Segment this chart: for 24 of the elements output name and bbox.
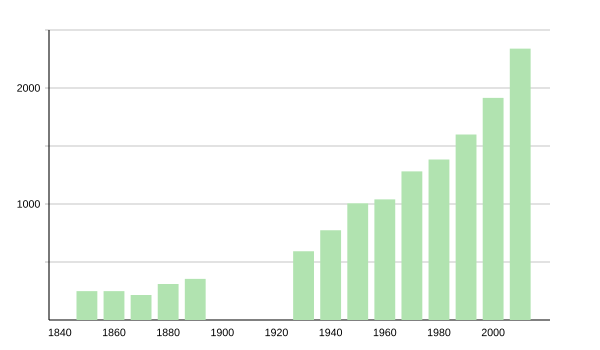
bar	[456, 134, 476, 320]
bar	[401, 171, 422, 320]
bar	[184, 278, 206, 320]
bar	[158, 284, 179, 320]
bar	[130, 295, 152, 320]
y-tick-label: 1000	[17, 200, 40, 208]
bar	[320, 230, 342, 320]
x-tick-label: 1920	[265, 328, 288, 336]
x-tick-label: 1840	[48, 328, 72, 336]
x-tick-label: 1880	[157, 328, 180, 336]
x-tick-label: 1860	[102, 328, 126, 336]
bar	[482, 98, 504, 320]
bar	[510, 48, 531, 320]
x-tick-label: 1900	[211, 328, 234, 336]
x-tick-label: 1940	[320, 328, 342, 336]
x-tick-label: 1980	[428, 328, 450, 336]
bar	[76, 291, 98, 320]
bar	[428, 159, 450, 320]
x-tick-label: 1960	[374, 328, 396, 336]
bar	[293, 251, 314, 320]
bar	[374, 199, 396, 320]
bar	[104, 291, 124, 320]
bar	[347, 203, 368, 320]
x-tick-label: 2000	[482, 328, 505, 336]
